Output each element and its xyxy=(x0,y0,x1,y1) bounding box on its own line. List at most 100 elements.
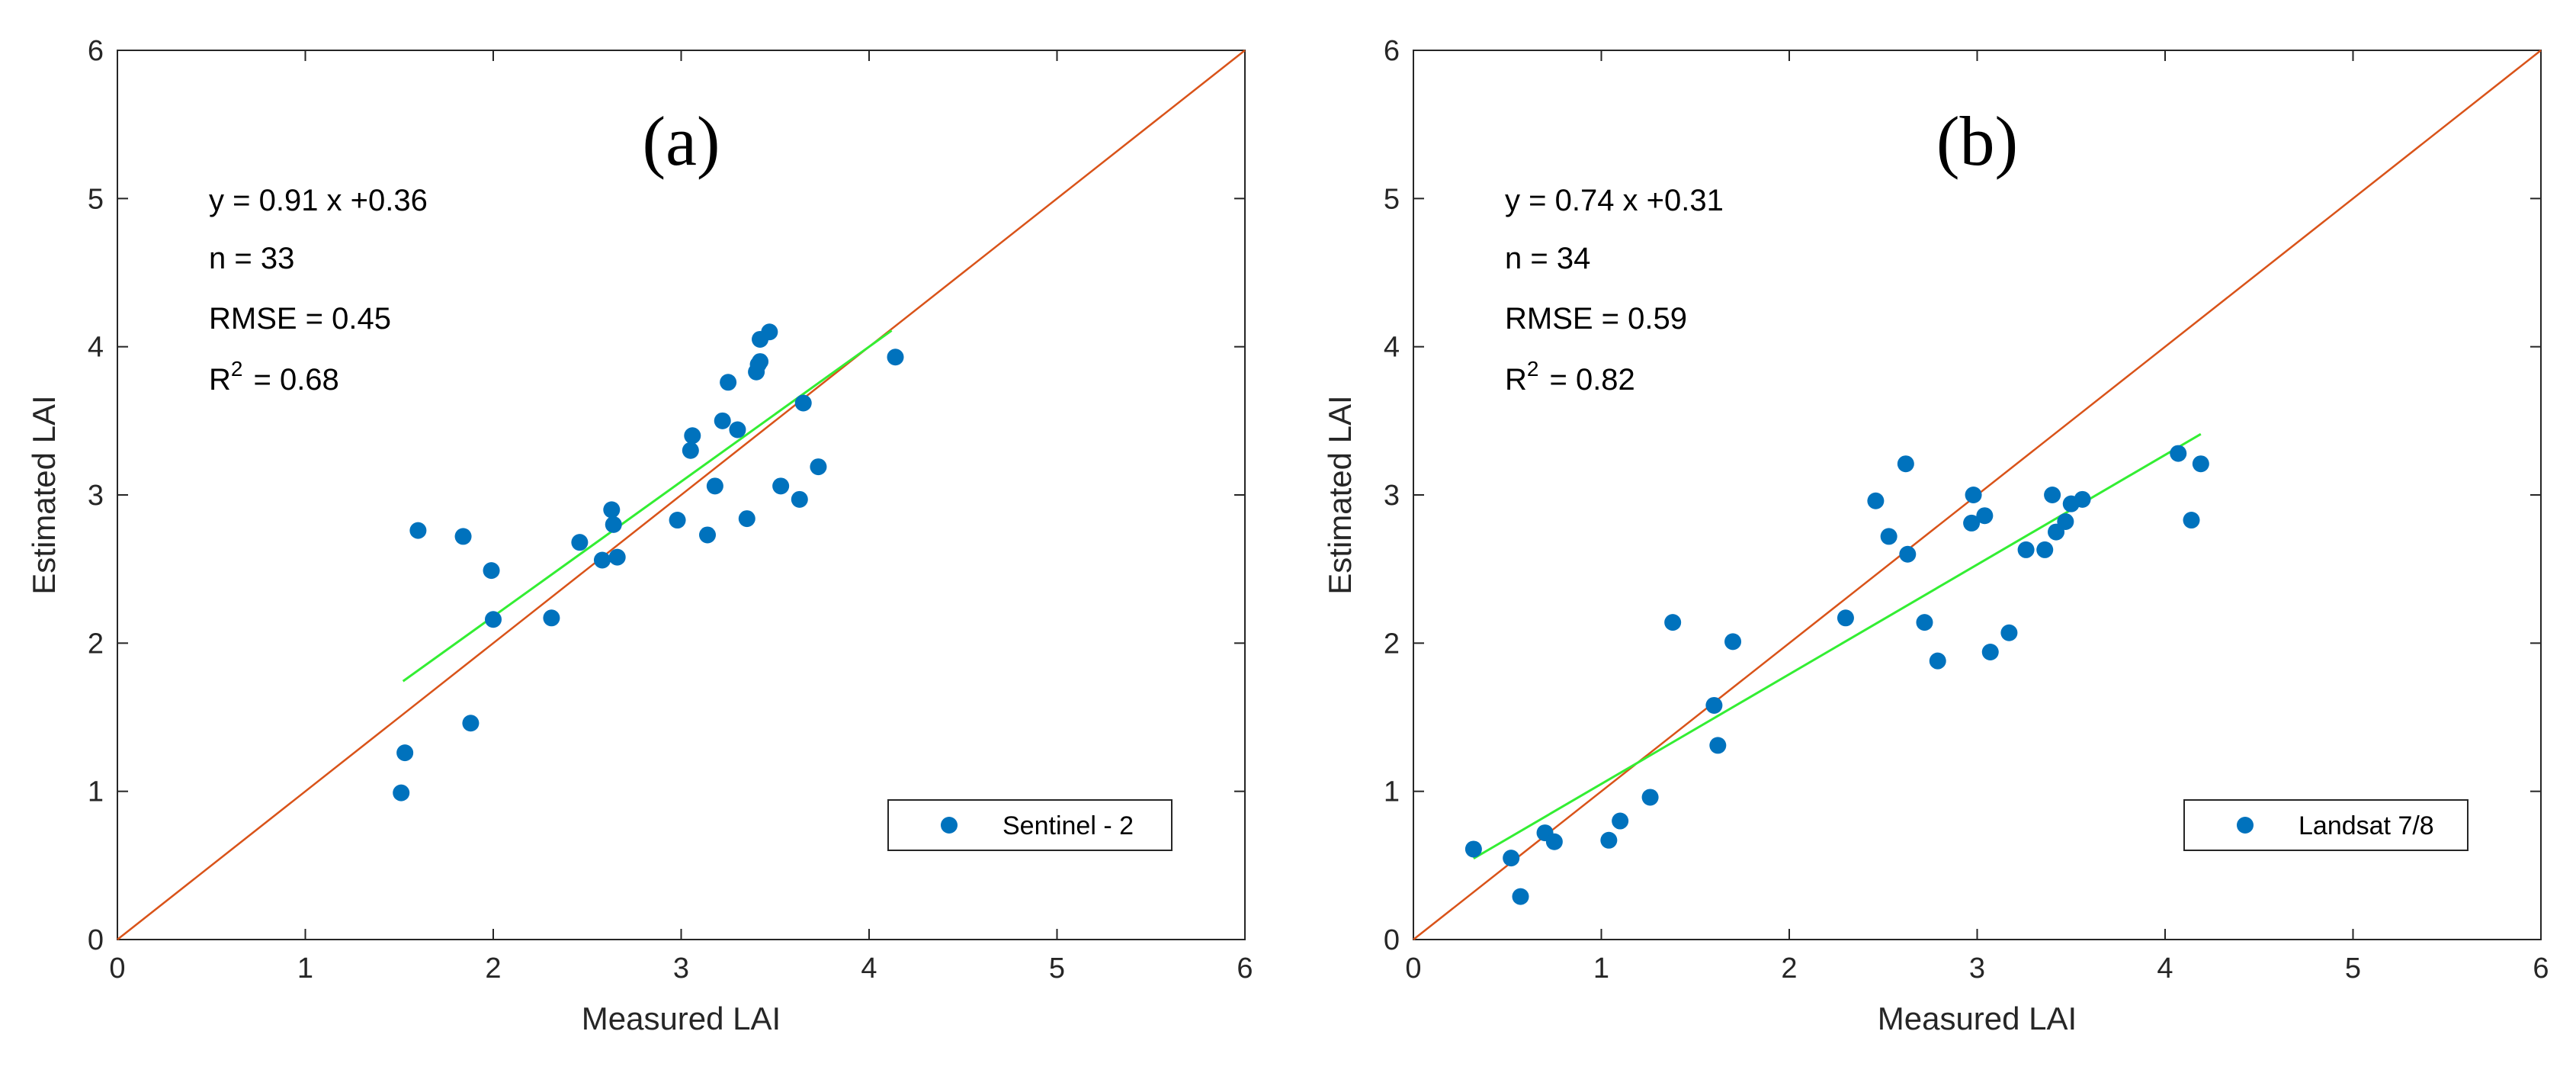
x-tick-label: 3 xyxy=(1969,953,1985,985)
data-point xyxy=(483,562,500,580)
y-tick-label: 0 xyxy=(1384,924,1400,956)
data-point xyxy=(887,349,904,366)
panel-label: (b) xyxy=(1936,102,2018,180)
y-tick-label: 2 xyxy=(88,628,104,660)
data-point xyxy=(1724,633,1742,651)
r-squared-prefix: R xyxy=(1505,363,1527,397)
data-point xyxy=(706,477,723,495)
y-tick-label: 6 xyxy=(88,35,104,67)
data-point xyxy=(409,522,427,539)
y-tick-label: 5 xyxy=(1384,183,1400,215)
x-tick-label: 6 xyxy=(1237,953,1253,985)
data-point xyxy=(462,715,480,732)
r-squared-exponent: 2 xyxy=(231,357,243,381)
data-point xyxy=(1976,507,1994,525)
data-point xyxy=(810,458,827,476)
data-point xyxy=(1545,833,1563,850)
data-point xyxy=(2036,541,2054,558)
data-point xyxy=(393,784,410,802)
r-squared-exponent: 2 xyxy=(1527,357,1539,381)
x-axis-label: Measured LAI xyxy=(582,1001,781,1036)
data-point xyxy=(2183,512,2200,529)
one-to-one-line xyxy=(117,50,1246,940)
r-squared-prefix: R xyxy=(209,363,231,397)
data-point xyxy=(794,394,812,412)
data-point xyxy=(1965,487,1982,503)
data-point xyxy=(2074,490,2091,508)
legend-marker xyxy=(2237,817,2254,834)
data-point xyxy=(1981,643,1999,660)
y-axis-label: Estimated LAI xyxy=(26,395,62,594)
data-point xyxy=(738,510,755,528)
y-tick-label: 3 xyxy=(1384,480,1400,512)
data-point xyxy=(684,427,701,445)
chart-panel-a: 0 1 2 3 4 5 6 0 1 2 3 4 5 6 Measured LAI Estimated LAI (… xyxy=(26,35,1253,1036)
x-tick-label: 2 xyxy=(1781,953,1797,985)
data-point xyxy=(791,490,808,508)
legend-marker xyxy=(941,817,958,834)
chart-panel-b: 0 1 2 3 4 5 6 0 1 2 3 4 5 6 Measured LAI Estimated LAI (… xyxy=(1322,35,2549,1036)
sample-count: n = 33 xyxy=(209,242,294,275)
legend-box xyxy=(887,799,1173,851)
data-point xyxy=(485,611,502,628)
data-point xyxy=(1929,652,1946,670)
data-point xyxy=(729,421,746,439)
y-tick-label: 4 xyxy=(88,332,104,364)
data-point xyxy=(605,516,622,533)
panel-label: (a) xyxy=(642,102,720,180)
data-point xyxy=(454,528,472,545)
y-tick-label: 4 xyxy=(1384,332,1400,364)
data-point xyxy=(682,442,699,459)
regression-equation: y = 0.91 x +0.36 xyxy=(209,184,428,217)
x-tick-label: 3 xyxy=(673,953,689,985)
regression-fit-line xyxy=(402,329,893,683)
data-point xyxy=(1916,614,1933,631)
r-squared-value: = 0.82 xyxy=(1549,363,1634,397)
data-point xyxy=(669,512,686,529)
data-point xyxy=(1897,455,1914,473)
y-tick-label: 6 xyxy=(1384,35,1400,67)
data-point xyxy=(772,477,790,495)
data-point xyxy=(720,374,737,391)
y-tick-label: 1 xyxy=(1384,776,1400,808)
y-tick-label: 5 xyxy=(88,183,104,215)
r-squared: R2 = 0.82 xyxy=(1505,357,1635,397)
x-axis-label: Measured LAI xyxy=(1878,1001,2077,1036)
legend-label: Landsat 7/8 xyxy=(2299,811,2434,840)
data-point xyxy=(608,548,626,566)
y-tick-label: 0 xyxy=(88,924,104,956)
data-point xyxy=(1464,840,1482,858)
legend-label: Sentinel - 2 xyxy=(1002,811,1134,840)
data-point xyxy=(1600,831,1618,849)
x-tick-label: 0 xyxy=(109,953,125,985)
y-tick-label: 2 xyxy=(1384,628,1400,660)
y-tick-label: 3 xyxy=(88,480,104,512)
data-point xyxy=(396,744,414,762)
data-point xyxy=(571,534,589,551)
data-point xyxy=(2044,487,2061,503)
x-tick-label: 1 xyxy=(297,953,313,985)
x-tick-label: 5 xyxy=(2345,953,2361,985)
sample-count: n = 34 xyxy=(1505,242,1590,275)
y-axis-label: Estimated LAI xyxy=(1322,395,1358,594)
x-tick-label: 5 xyxy=(1049,953,1065,985)
y-tick-label: 1 xyxy=(88,776,104,808)
x-tick-label: 0 xyxy=(1405,953,1421,985)
data-point xyxy=(2192,455,2209,473)
data-point xyxy=(603,501,621,519)
regression-equation: y = 0.74 x +0.31 xyxy=(1505,184,1724,217)
data-point xyxy=(1503,850,1520,867)
rmse-value: RMSE = 0.59 xyxy=(1505,302,1687,336)
data-point xyxy=(1612,812,1629,830)
data-point xyxy=(543,609,560,627)
x-tick-label: 6 xyxy=(2533,953,2549,985)
data-point xyxy=(1641,789,1659,806)
r-squared-value: = 0.68 xyxy=(253,363,338,397)
data-point xyxy=(2017,541,2035,558)
data-point xyxy=(1709,737,1727,754)
rmse-value: RMSE = 0.45 xyxy=(209,302,391,336)
data-point xyxy=(1899,545,1917,563)
data-point xyxy=(2057,512,2074,530)
data-point xyxy=(1512,888,1529,905)
